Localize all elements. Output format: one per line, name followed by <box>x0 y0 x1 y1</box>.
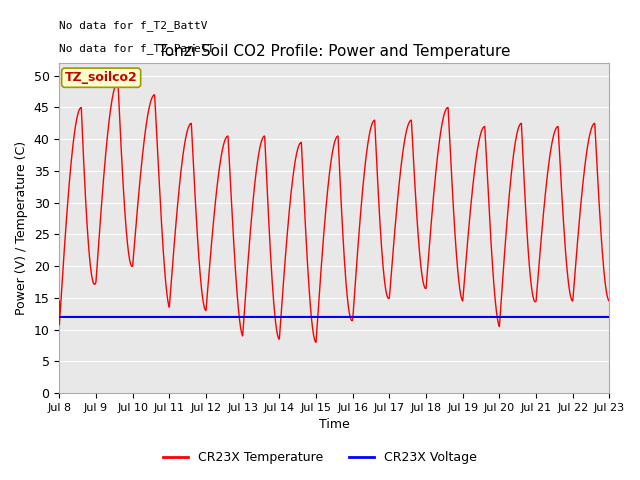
Text: TZ_soilco2: TZ_soilco2 <box>65 71 138 84</box>
Title: Tonzi Soil CO2 Profile: Power and Temperature: Tonzi Soil CO2 Profile: Power and Temper… <box>158 44 511 59</box>
X-axis label: Time: Time <box>319 419 349 432</box>
Y-axis label: Power (V) / Temperature (C): Power (V) / Temperature (C) <box>15 141 28 315</box>
Text: No data for f_T2_BattV: No data for f_T2_BattV <box>60 20 208 31</box>
Legend: CR23X Temperature, CR23X Voltage: CR23X Temperature, CR23X Voltage <box>159 446 481 469</box>
Text: No data for f_T2_PanelT: No data for f_T2_PanelT <box>60 43 214 54</box>
